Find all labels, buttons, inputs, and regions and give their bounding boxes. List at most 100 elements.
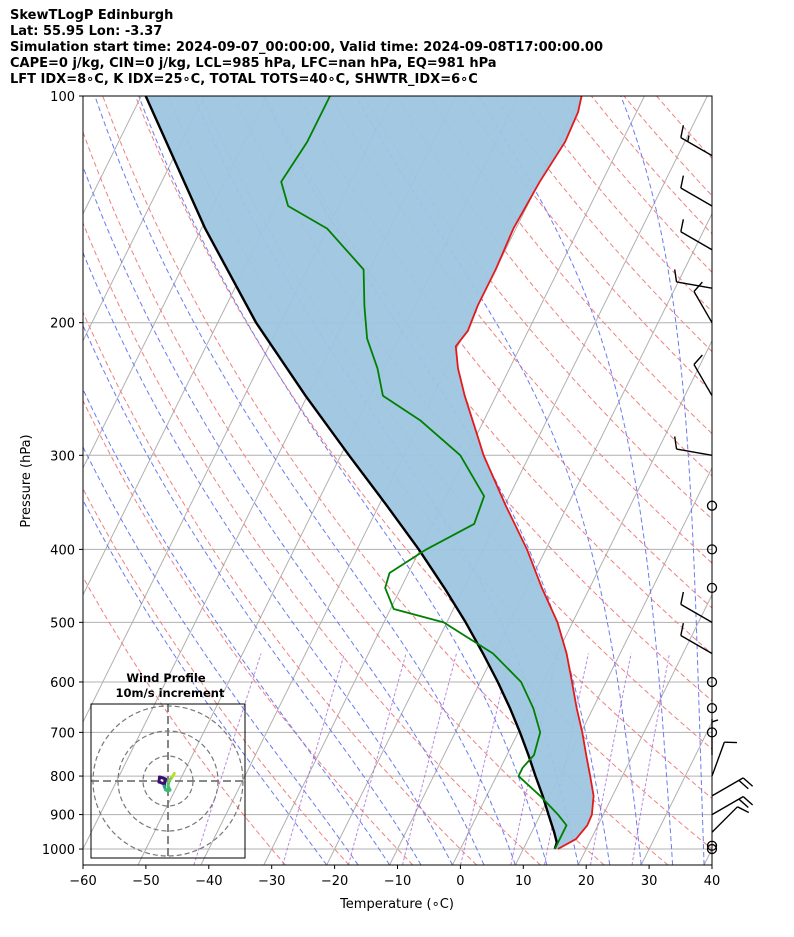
dry-adiabat — [102, 96, 669, 865]
wind-barb — [711, 806, 750, 833]
dry-adiabat — [83, 311, 477, 865]
y-tick-label: 700 — [50, 726, 75, 741]
barb-staff — [680, 634, 713, 655]
x-tick-label: 40 — [704, 874, 721, 889]
barb-flag — [693, 354, 703, 365]
inset-title: Wind Profile — [126, 671, 206, 685]
barb-flag — [680, 125, 685, 138]
mixing-ratio-line — [510, 653, 558, 865]
moist-adiabat — [83, 445, 359, 865]
barb-flag — [742, 796, 754, 806]
profile-lines — [144, 96, 595, 850]
barb-half-flag — [711, 719, 719, 723]
dry-adiabat — [134, 96, 712, 850]
isotherm — [452, 339, 712, 865]
chart-header: SkewTLogP Edinburgh Lat: 55.95 Lon: -3.3… — [10, 8, 603, 88]
x-tick-label: 30 — [641, 874, 658, 889]
moist-adiabat — [94, 96, 516, 865]
barb-flag — [680, 175, 685, 189]
barb-flag — [738, 798, 749, 809]
barb-staff — [711, 777, 744, 797]
barb-half-flag — [687, 135, 690, 142]
wind-barb — [711, 777, 754, 797]
barb-staff — [680, 231, 713, 251]
cape-cin-shading — [145, 96, 594, 849]
isotherm — [767, 96, 794, 865]
x-tick-label: 0 — [456, 874, 464, 889]
title-times: Simulation start time: 2024-09-07_00:00:… — [10, 40, 603, 55]
wind-barb — [680, 219, 713, 251]
wind-barb — [680, 125, 713, 157]
dry-adiabat — [83, 130, 605, 865]
barb-flag — [680, 591, 685, 605]
wind-barb — [673, 269, 713, 289]
isotherm — [0, 96, 78, 865]
title-indices-cape: CAPE=0 j/kg, CIN=0 j/kg, LCL=985 hPa, LF… — [10, 56, 497, 71]
wind-barb — [673, 436, 713, 456]
x-tick-label: 10 — [515, 874, 532, 889]
moist-adiabat — [83, 388, 391, 865]
barb-staff — [711, 806, 738, 833]
x-tick-label: −40 — [195, 874, 222, 889]
barb-staff — [676, 281, 713, 289]
y-axis-label: Pressure (hPa) — [19, 434, 34, 527]
dry-adiabat — [558, 96, 712, 273]
barb-staff — [680, 603, 713, 623]
isotherm — [703, 847, 712, 865]
cape-shaded-area — [145, 96, 594, 849]
axis-ticks: −60 −50 −40 −30 −20 −10 0 10 20 30 40 100 200 300 400 5… — [42, 90, 720, 889]
title-indices-lft: LFT IDX=8∘C, K IDX=25∘C, TOTAL TOTS=40∘C… — [10, 72, 478, 87]
dry-adiabat — [591, 96, 712, 235]
x-tick-label: −10 — [384, 874, 411, 889]
y-tick-label: 100 — [50, 90, 75, 105]
dry-adiabat — [83, 221, 541, 865]
moist-adiabat — [83, 324, 422, 865]
barb-staff — [693, 364, 713, 397]
mixing-ratio-line — [460, 653, 512, 865]
barb-flag — [680, 219, 685, 232]
barb-staff — [711, 741, 725, 777]
parcel-profile-line — [144, 96, 558, 850]
temperature-profile-line — [454, 96, 595, 850]
y-tick-label: 600 — [50, 676, 75, 691]
wind-barb — [680, 591, 713, 623]
barb-flag — [738, 779, 749, 790]
wind-profile-inset: Wind Profile 10m/s increment — [90, 671, 246, 859]
mixing-ratio-line — [347, 653, 407, 865]
x-tick-label: −30 — [258, 874, 285, 889]
x-tick-label: −50 — [132, 874, 159, 889]
mixing-ratio-line — [590, 653, 632, 865]
title-latlon: Lat: 55.95 Lon: -3.37 — [10, 24, 163, 39]
moist-adiabat — [620, 96, 705, 865]
isotherm — [577, 593, 712, 865]
wind-barb — [711, 741, 737, 777]
mixing-ratio-line — [402, 653, 457, 865]
barb-staff — [680, 187, 713, 207]
barb-flag — [673, 436, 678, 450]
isotherm — [0, 96, 15, 865]
inset-subtitle: 10m/s increment — [116, 686, 225, 700]
y-tick-label: 400 — [50, 543, 75, 558]
isotherm — [640, 720, 712, 865]
dry-adiabat — [83, 487, 350, 865]
dry-adiabat — [656, 96, 712, 159]
y-tick-label: 300 — [50, 449, 75, 464]
wind-barb — [711, 795, 754, 816]
wind-barb — [693, 281, 713, 324]
barb-staff — [693, 291, 713, 324]
barb-flag — [680, 622, 685, 636]
title-station: SkewTLogP Edinburgh — [10, 8, 174, 23]
isotherm — [326, 96, 708, 865]
moist-adiabat — [83, 499, 328, 865]
dry-adiabat — [623, 96, 712, 197]
wind-barb — [693, 354, 713, 397]
y-tick-label: 200 — [50, 317, 75, 332]
dewpoint-profile-line — [280, 96, 568, 850]
hodograph-segment — [171, 772, 176, 778]
barb-flag — [693, 281, 703, 292]
mixing-ratio-line — [631, 653, 670, 865]
mixing-ratio-line — [282, 653, 345, 865]
barb-staff — [676, 448, 713, 456]
wind-barb — [680, 175, 713, 207]
